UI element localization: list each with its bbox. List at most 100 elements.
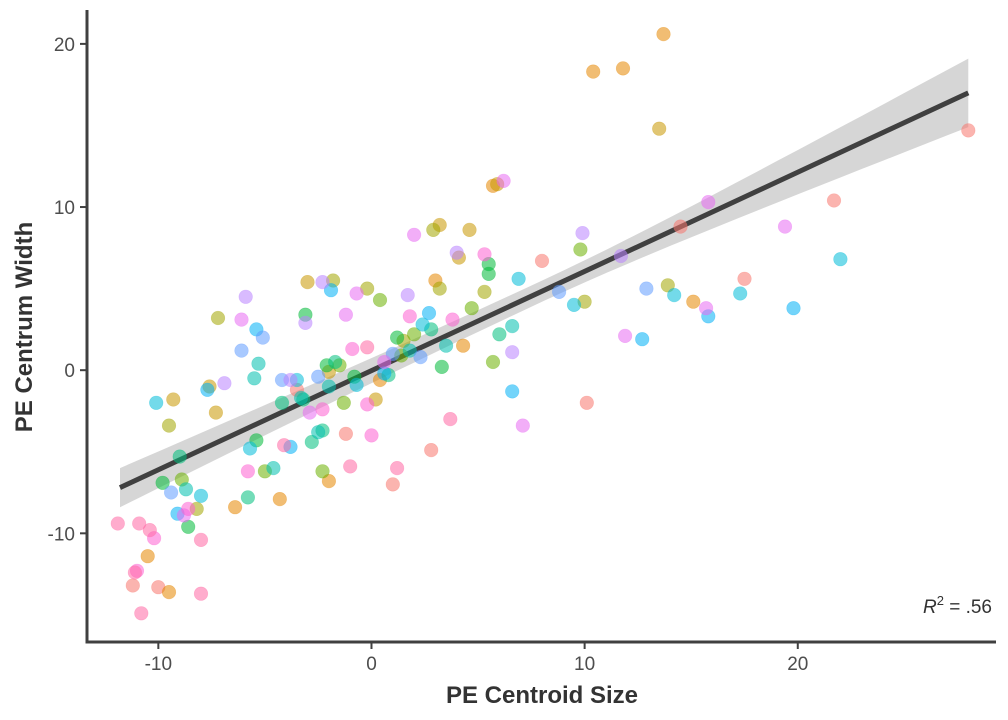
data-point bbox=[449, 245, 464, 260]
data-point bbox=[701, 195, 716, 210]
data-point bbox=[217, 376, 232, 391]
data-point bbox=[315, 275, 330, 290]
data-point bbox=[266, 461, 281, 476]
data-point bbox=[434, 359, 449, 375]
data-point bbox=[200, 382, 215, 397]
data-point bbox=[733, 286, 748, 301]
r-squared-symbol: R bbox=[923, 597, 937, 618]
data-point bbox=[566, 297, 582, 313]
data-point bbox=[777, 219, 793, 234]
data-point bbox=[181, 501, 196, 517]
data-point bbox=[686, 294, 701, 309]
data-point bbox=[443, 412, 458, 427]
axes bbox=[85, 10, 996, 644]
data-point bbox=[505, 319, 520, 334]
data-point bbox=[298, 315, 313, 331]
data-point bbox=[294, 390, 309, 406]
data-point bbox=[349, 377, 364, 393]
data-point bbox=[372, 292, 388, 308]
data-point bbox=[511, 271, 526, 286]
data-point bbox=[125, 578, 140, 593]
data-point bbox=[240, 464, 255, 479]
data-point bbox=[300, 275, 315, 290]
data-point bbox=[462, 222, 477, 237]
regression-line bbox=[118, 90, 970, 490]
data-point bbox=[234, 343, 249, 358]
data-point bbox=[140, 549, 155, 564]
data-point bbox=[424, 443, 439, 458]
data-point bbox=[234, 312, 249, 327]
data-point bbox=[304, 434, 319, 450]
x-tick-label: 10 bbox=[574, 654, 595, 675]
data-point bbox=[385, 477, 400, 492]
data-point bbox=[421, 306, 437, 321]
data-point bbox=[413, 350, 428, 365]
data-point bbox=[193, 532, 209, 548]
data-point bbox=[161, 584, 177, 600]
data-point bbox=[575, 226, 590, 241]
data-point bbox=[132, 516, 147, 531]
data-point bbox=[496, 173, 511, 188]
data-point bbox=[247, 371, 262, 386]
data-point bbox=[407, 227, 422, 242]
data-point bbox=[667, 288, 682, 303]
data-point bbox=[573, 242, 588, 257]
data-point bbox=[277, 438, 292, 453]
data-point bbox=[407, 327, 422, 342]
data-point bbox=[698, 301, 714, 316]
data-point bbox=[343, 459, 358, 474]
data-point bbox=[439, 338, 454, 353]
confidence-band-layer bbox=[120, 58, 969, 508]
data-point bbox=[178, 482, 194, 497]
data-point bbox=[323, 283, 339, 298]
data-point bbox=[164, 485, 179, 500]
data-point bbox=[311, 425, 326, 440]
data-point bbox=[364, 428, 379, 443]
scatter-points-layer bbox=[110, 26, 976, 621]
data-point bbox=[336, 395, 351, 410]
data-point bbox=[400, 288, 415, 303]
data-point bbox=[579, 395, 594, 410]
r-squared-annotation: R2 = .56 bbox=[923, 593, 992, 618]
data-point bbox=[272, 492, 287, 507]
data-point bbox=[315, 464, 330, 479]
data-point bbox=[338, 307, 354, 322]
data-point bbox=[445, 312, 460, 327]
ticks: -10 0 10 20 -10 0 10 20 bbox=[48, 35, 809, 675]
data-point bbox=[402, 309, 417, 324]
data-point bbox=[193, 586, 209, 601]
y-tick-label: -10 bbox=[48, 524, 75, 545]
data-point bbox=[826, 193, 842, 208]
data-point bbox=[240, 490, 255, 505]
data-point bbox=[242, 441, 258, 456]
x-tick-label: -10 bbox=[145, 654, 172, 675]
data-point bbox=[302, 405, 317, 420]
data-point bbox=[786, 301, 801, 316]
data-point bbox=[551, 284, 567, 300]
x-tick-label: 20 bbox=[787, 654, 808, 675]
data-point bbox=[251, 356, 266, 371]
data-point bbox=[477, 284, 492, 300]
data-point bbox=[737, 271, 752, 286]
data-point bbox=[456, 338, 471, 353]
data-point bbox=[390, 330, 405, 345]
y-tick-label: 10 bbox=[54, 198, 75, 219]
data-point bbox=[155, 475, 170, 490]
data-point bbox=[415, 317, 430, 332]
data-point bbox=[311, 369, 326, 384]
x-axis-title: PE Centroid Size bbox=[446, 682, 638, 709]
data-point bbox=[652, 121, 667, 136]
data-point bbox=[321, 474, 337, 489]
data-point bbox=[660, 278, 675, 293]
data-point bbox=[673, 219, 688, 234]
data-point bbox=[161, 418, 177, 433]
data-point bbox=[377, 354, 392, 370]
data-point bbox=[127, 565, 142, 580]
data-point bbox=[613, 248, 629, 264]
data-point bbox=[426, 222, 441, 237]
data-point bbox=[166, 392, 181, 407]
data-point bbox=[338, 426, 354, 441]
data-point bbox=[321, 379, 337, 394]
data-point bbox=[477, 247, 492, 262]
data-point bbox=[172, 449, 187, 464]
